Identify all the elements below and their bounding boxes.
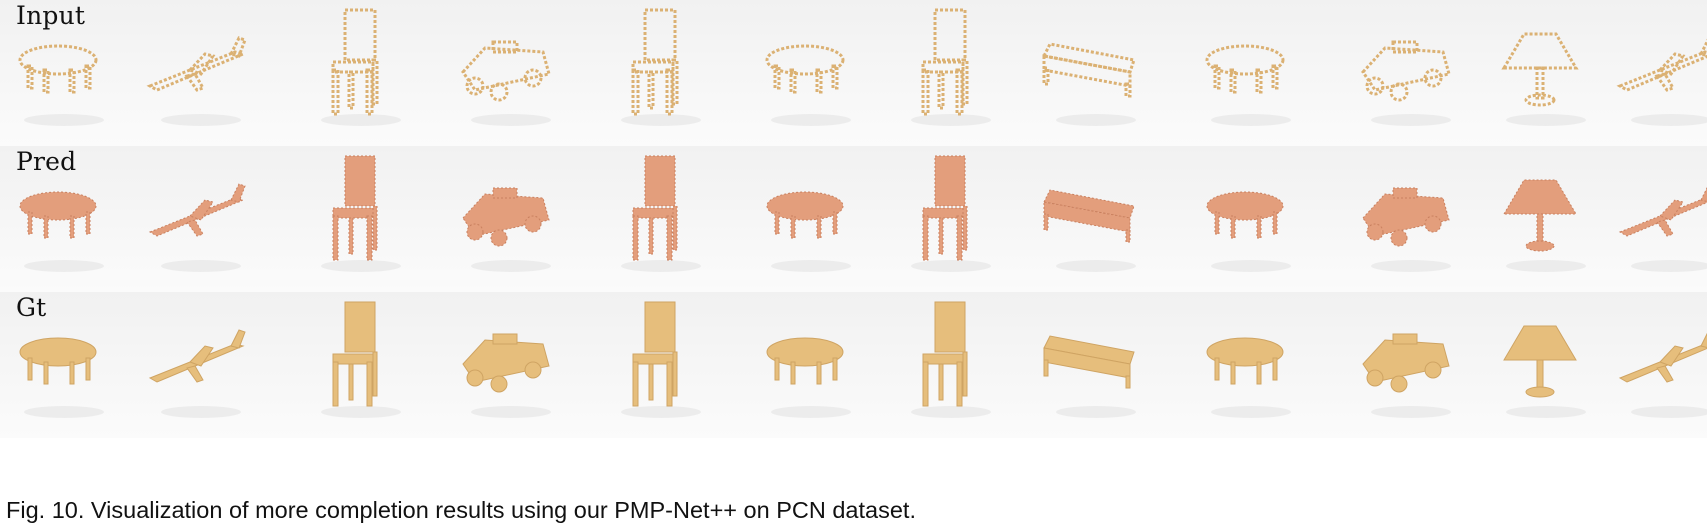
object-table-gt [1206, 337, 1291, 418]
object-chair-gt [911, 301, 991, 418]
figure-caption: Fig. 10. Visualization of more completio… [6, 497, 916, 523]
object-chair-input [321, 8, 401, 126]
object-airplane-input [1616, 38, 1707, 126]
object-airplane-gt [148, 329, 246, 418]
object-car-input [1361, 40, 1451, 126]
object-airplane-pred [148, 183, 246, 272]
object-sofa-pred [1043, 189, 1136, 272]
row-label-input: Input [16, 1, 86, 30]
object-lamp-gt [1503, 325, 1586, 418]
row-input-shapes [18, 8, 1707, 126]
object-table-input [18, 44, 104, 126]
object-lamp-pred [1503, 179, 1586, 272]
row-gt-shapes [19, 301, 1707, 418]
object-table-pred [19, 191, 104, 272]
row-input: Input [0, 0, 1707, 146]
object-lamp-input [1501, 32, 1586, 126]
object-table-input [765, 44, 851, 126]
object-table-pred [766, 191, 851, 272]
object-table-gt [19, 337, 104, 418]
row-pred: Pred [0, 146, 1707, 292]
row-label-gt: Gt [16, 293, 47, 322]
row-label-pred: Pred [16, 147, 77, 176]
object-chair-gt [321, 301, 401, 418]
object-chair-gt [621, 301, 701, 418]
completion-figure: Input Pred Gt [0, 0, 1707, 438]
object-chair-input [911, 8, 991, 126]
object-car-pred [462, 187, 551, 272]
object-airplane-input [146, 36, 248, 126]
object-car-gt [1362, 333, 1451, 418]
object-chair-input [621, 8, 701, 126]
object-airplane-gt [1618, 332, 1707, 418]
object-sofa-input [1041, 42, 1136, 126]
object-table-gt [766, 337, 851, 418]
object-car-input [461, 40, 551, 126]
object-car-gt [462, 333, 551, 418]
object-chair-pred [321, 155, 401, 272]
object-chair-pred [911, 155, 991, 272]
object-table-input [1205, 44, 1291, 126]
object-airplane-pred [1618, 186, 1707, 272]
object-car-pred [1362, 187, 1451, 272]
row-pred-shapes [19, 155, 1707, 272]
object-chair-pred [621, 155, 701, 272]
row-gt: Gt [0, 292, 1707, 438]
object-sofa-gt [1043, 335, 1136, 418]
object-table-pred [1206, 191, 1291, 272]
